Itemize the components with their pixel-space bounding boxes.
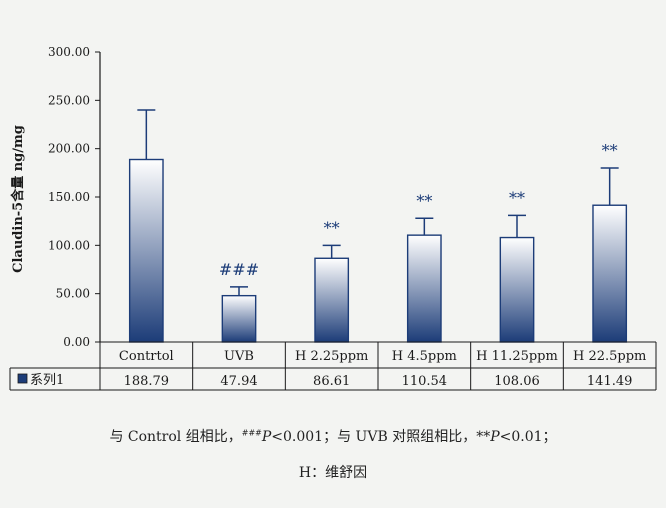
category-label: H 4.5ppm bbox=[392, 349, 457, 364]
category-label: H 2.25ppm bbox=[295, 349, 368, 364]
significance-marker: ** bbox=[602, 141, 618, 160]
y-axis-title: Claudin-5含量 ng/mg bbox=[10, 125, 26, 273]
value-label: 110.54 bbox=[402, 374, 448, 389]
legend-label: 系列1 bbox=[30, 373, 64, 388]
footnote-p-1: P bbox=[261, 429, 272, 445]
footnote-text-a: 与 Control 组相比， bbox=[109, 429, 242, 445]
footnote-text-e: <0.01； bbox=[499, 429, 557, 445]
data-table: Contrtol 188.79 UVB 47.94 H 2.25ppm 86.61 H 4.… bbox=[9, 341, 657, 391]
bar bbox=[314, 257, 350, 343]
category-label: H 22.5ppm bbox=[573, 349, 646, 364]
category-label: UVB bbox=[224, 349, 254, 364]
value-label: 108.06 bbox=[494, 374, 540, 389]
bar bbox=[499, 236, 535, 343]
axes: 0.00 50.00 100.00 150.00 200.00 250.00 300.00 C… bbox=[10, 45, 101, 349]
significance-marker: ** bbox=[324, 218, 340, 237]
significance-marker: ** bbox=[416, 191, 432, 210]
value-label: 188.79 bbox=[124, 374, 170, 389]
y-tick-label: 300.00 bbox=[48, 45, 90, 59]
category-label: Contrtol bbox=[119, 349, 174, 364]
category-label: H 11.25ppm bbox=[476, 349, 558, 364]
bar bbox=[406, 234, 442, 343]
bar bbox=[128, 158, 164, 343]
value-label: 47.94 bbox=[220, 374, 257, 389]
bar bbox=[221, 294, 257, 343]
bar-chart: 0.00 50.00 100.00 150.00 200.00 250.00 300.00 C… bbox=[9, 45, 657, 391]
y-tick-label: 100.00 bbox=[48, 238, 90, 252]
legend-swatch bbox=[17, 373, 28, 384]
footnote-marker-hash: ### bbox=[241, 428, 262, 438]
bar bbox=[592, 204, 628, 343]
significance-marker: ### bbox=[219, 260, 259, 279]
y-tick-label: 50.00 bbox=[56, 287, 90, 301]
footnote-p-2: P bbox=[490, 429, 500, 445]
y-tick-label: 150.00 bbox=[48, 190, 90, 204]
footnote-text-c: <0.001；与 UVB 对照组相比，** bbox=[271, 429, 491, 445]
y-tick-label: 250.00 bbox=[48, 93, 90, 107]
footnote-significance: 与 Control 组相比，###P<0.001；与 UVB 对照组相比，**P… bbox=[0, 426, 666, 446]
y-tick-label: 200.00 bbox=[48, 142, 90, 156]
y-tick-label: 0.00 bbox=[63, 335, 90, 349]
value-label: 86.61 bbox=[313, 374, 350, 389]
significance-marker: ** bbox=[509, 188, 525, 207]
footnote-abbreviation: H：维舒因 bbox=[298, 465, 368, 481]
bars: ### ** ** ** ** bbox=[128, 109, 628, 343]
value-label: 141.49 bbox=[587, 374, 633, 389]
